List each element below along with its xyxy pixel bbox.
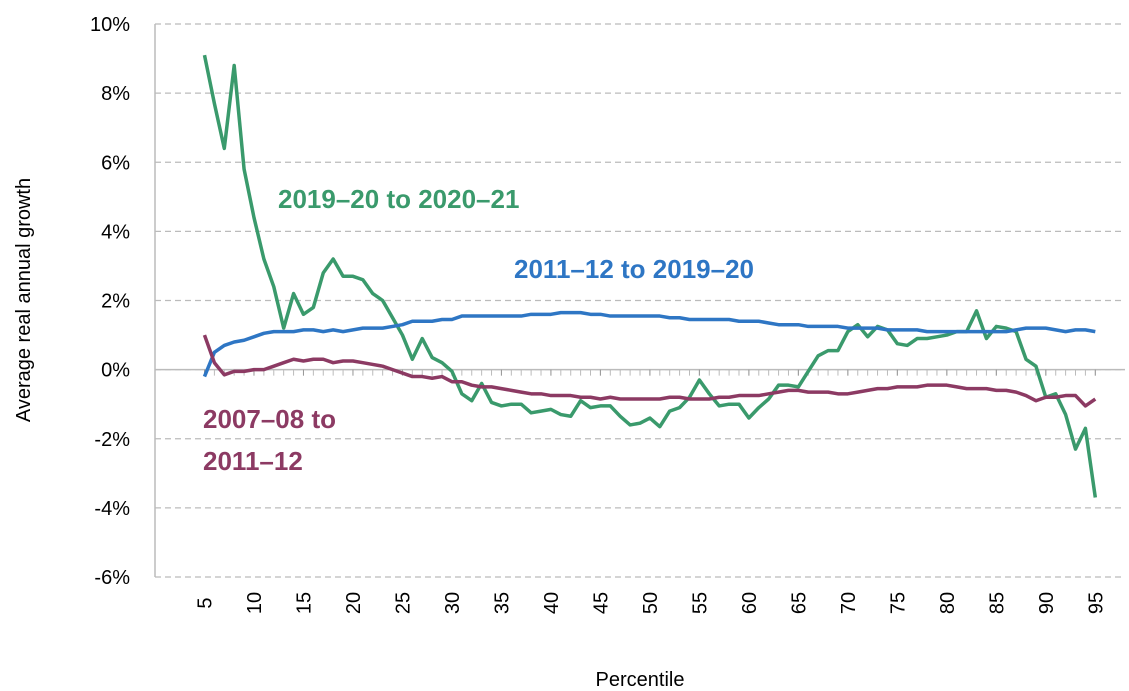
series-label: 2019–20 to 2020–21 bbox=[278, 184, 520, 214]
y-tick-label: 2% bbox=[101, 291, 130, 313]
x-tick-label: 40 bbox=[541, 592, 563, 614]
series-line bbox=[202, 54, 1098, 498]
x-tick-label: 20 bbox=[343, 592, 365, 614]
x-tick-label: 25 bbox=[392, 592, 414, 614]
x-tick-label: 90 bbox=[1036, 592, 1058, 614]
x-axis-title: Percentile bbox=[596, 669, 685, 691]
x-tick-label: 95 bbox=[1085, 592, 1107, 614]
x-tick-label: 55 bbox=[689, 592, 711, 614]
y-tick-label: 4% bbox=[101, 221, 130, 243]
y-tick-label: 8% bbox=[101, 83, 130, 105]
y-tick-label: -4% bbox=[94, 498, 130, 520]
y-tick-label: 10% bbox=[90, 14, 130, 36]
y-tick-label: 0% bbox=[101, 360, 130, 382]
x-tick-label: 80 bbox=[937, 592, 959, 614]
x-tick-label: 10 bbox=[244, 592, 266, 614]
series-label: 2011–12 to 2019–20 bbox=[514, 254, 754, 284]
y-tick-label: -2% bbox=[94, 429, 130, 451]
x-tick-label: 65 bbox=[788, 592, 810, 614]
series-line bbox=[202, 334, 1097, 408]
x-tick-label: 45 bbox=[590, 592, 612, 614]
x-tick-label: 35 bbox=[491, 592, 513, 614]
series-label: 2007–08 to 2011–12 bbox=[203, 404, 336, 476]
x-tick-label: 60 bbox=[739, 592, 761, 614]
x-tick-label: 70 bbox=[838, 592, 860, 614]
x-tick-label: 85 bbox=[986, 592, 1008, 614]
y-tick-label: -6% bbox=[94, 567, 130, 589]
series-line bbox=[202, 310, 1096, 378]
x-tick-label: 15 bbox=[293, 592, 315, 614]
y-axis-title: Average real annual growth bbox=[13, 178, 35, 422]
x-tick-label: 5 bbox=[194, 597, 216, 608]
x-tick-label: 50 bbox=[640, 592, 662, 614]
y-tick-label: 6% bbox=[101, 152, 130, 174]
x-tick-label: 75 bbox=[887, 592, 909, 614]
x-tick-label: 30 bbox=[442, 592, 464, 614]
